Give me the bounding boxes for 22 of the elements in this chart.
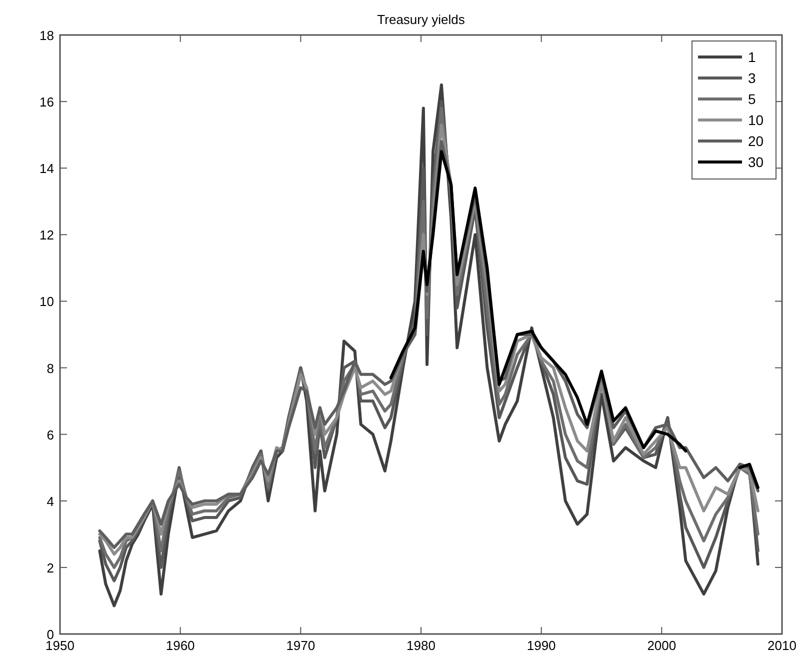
y-tick-label: 6 <box>46 427 54 442</box>
x-tick-label: 2010 <box>768 638 796 653</box>
x-tick-label: 2000 <box>647 638 676 653</box>
legend-label: 5 <box>748 91 756 107</box>
y-tick-label: 10 <box>40 294 54 310</box>
legend-label: 20 <box>748 133 764 149</box>
legend-label: 10 <box>748 112 764 128</box>
x-tick-label: 1990 <box>526 638 556 653</box>
y-tick-label: 4 <box>46 494 54 509</box>
chart-title: Treasury yields <box>377 12 466 27</box>
x-tick-label: 1980 <box>406 638 436 653</box>
y-tick-label: 14 <box>40 161 54 176</box>
x-tick-label: 1970 <box>286 638 316 653</box>
legend-label: 30 <box>748 154 764 170</box>
y-tick-label: 12 <box>40 228 54 243</box>
x-tick-label: 1960 <box>166 638 195 653</box>
legend-label: 1 <box>748 49 756 65</box>
legend-label: 3 <box>748 70 756 86</box>
y-tick-label: 18 <box>40 28 54 43</box>
y-tick-label: 8 <box>46 360 54 376</box>
y-tick-label: 2 <box>46 560 54 576</box>
y-tick-label: 16 <box>40 94 54 110</box>
